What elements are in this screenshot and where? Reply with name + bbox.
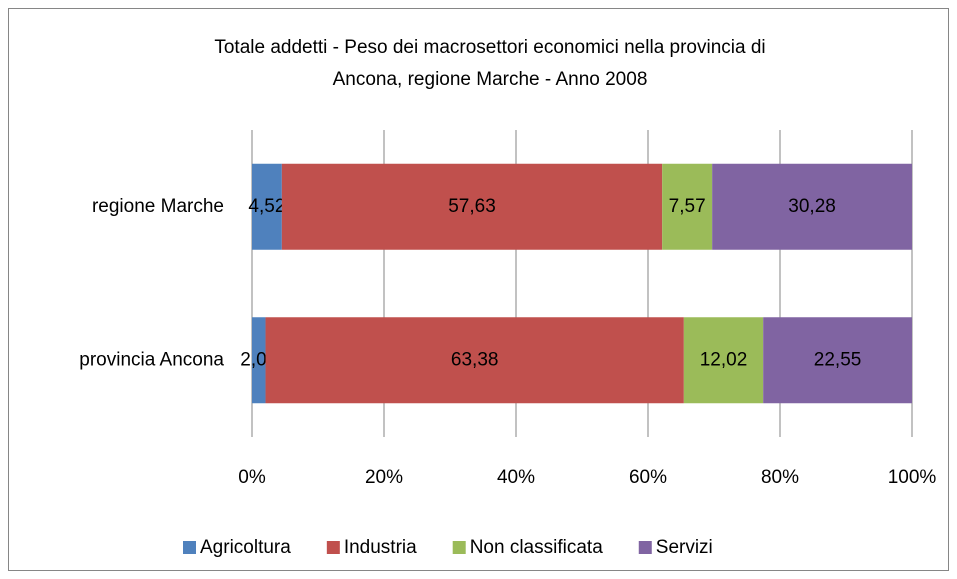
x-tick-label: 80%	[761, 467, 799, 488]
legend-label: Industria	[344, 537, 417, 558]
x-tick-label: 0%	[238, 467, 266, 488]
bar-segment	[662, 163, 713, 250]
value-label: 12,02	[700, 349, 748, 370]
value-label: 63,38	[451, 349, 499, 370]
legend-label: Non classificata	[470, 537, 603, 558]
value-label: 4,52	[248, 196, 285, 217]
bar-segment	[683, 317, 764, 404]
bar-segment	[252, 163, 282, 250]
x-tick-label: 100%	[888, 467, 937, 488]
bar-segment	[763, 317, 912, 404]
bar-segment	[252, 317, 266, 404]
legend-swatch	[638, 541, 652, 554]
x-tick-label: 20%	[365, 467, 403, 488]
legend-label: Agricoltura	[200, 537, 291, 558]
bar-segment	[265, 317, 684, 404]
legend-swatch	[183, 541, 196, 554]
chart-frame	[8, 8, 949, 571]
legend-swatch	[452, 541, 466, 554]
y-tick-label: regione Marche	[92, 196, 224, 217]
legend-label: Servizi	[656, 537, 713, 558]
value-label: 7,57	[669, 196, 706, 217]
bar-segment	[712, 163, 912, 250]
legend-swatch	[326, 541, 340, 554]
bar-segment	[281, 163, 663, 250]
x-tick-label: 40%	[497, 467, 535, 488]
chart-title: Totale addetti - Peso dei macrosettori e…	[214, 37, 765, 58]
chart-title: Ancona, regione Marche - Anno 2008	[333, 69, 648, 90]
y-tick-label: provincia Ancona	[79, 349, 224, 370]
value-label: 57,63	[448, 196, 496, 217]
x-tick-label: 60%	[629, 467, 667, 488]
value-label: 22,55	[814, 349, 862, 370]
value-label: 30,28	[788, 196, 836, 217]
